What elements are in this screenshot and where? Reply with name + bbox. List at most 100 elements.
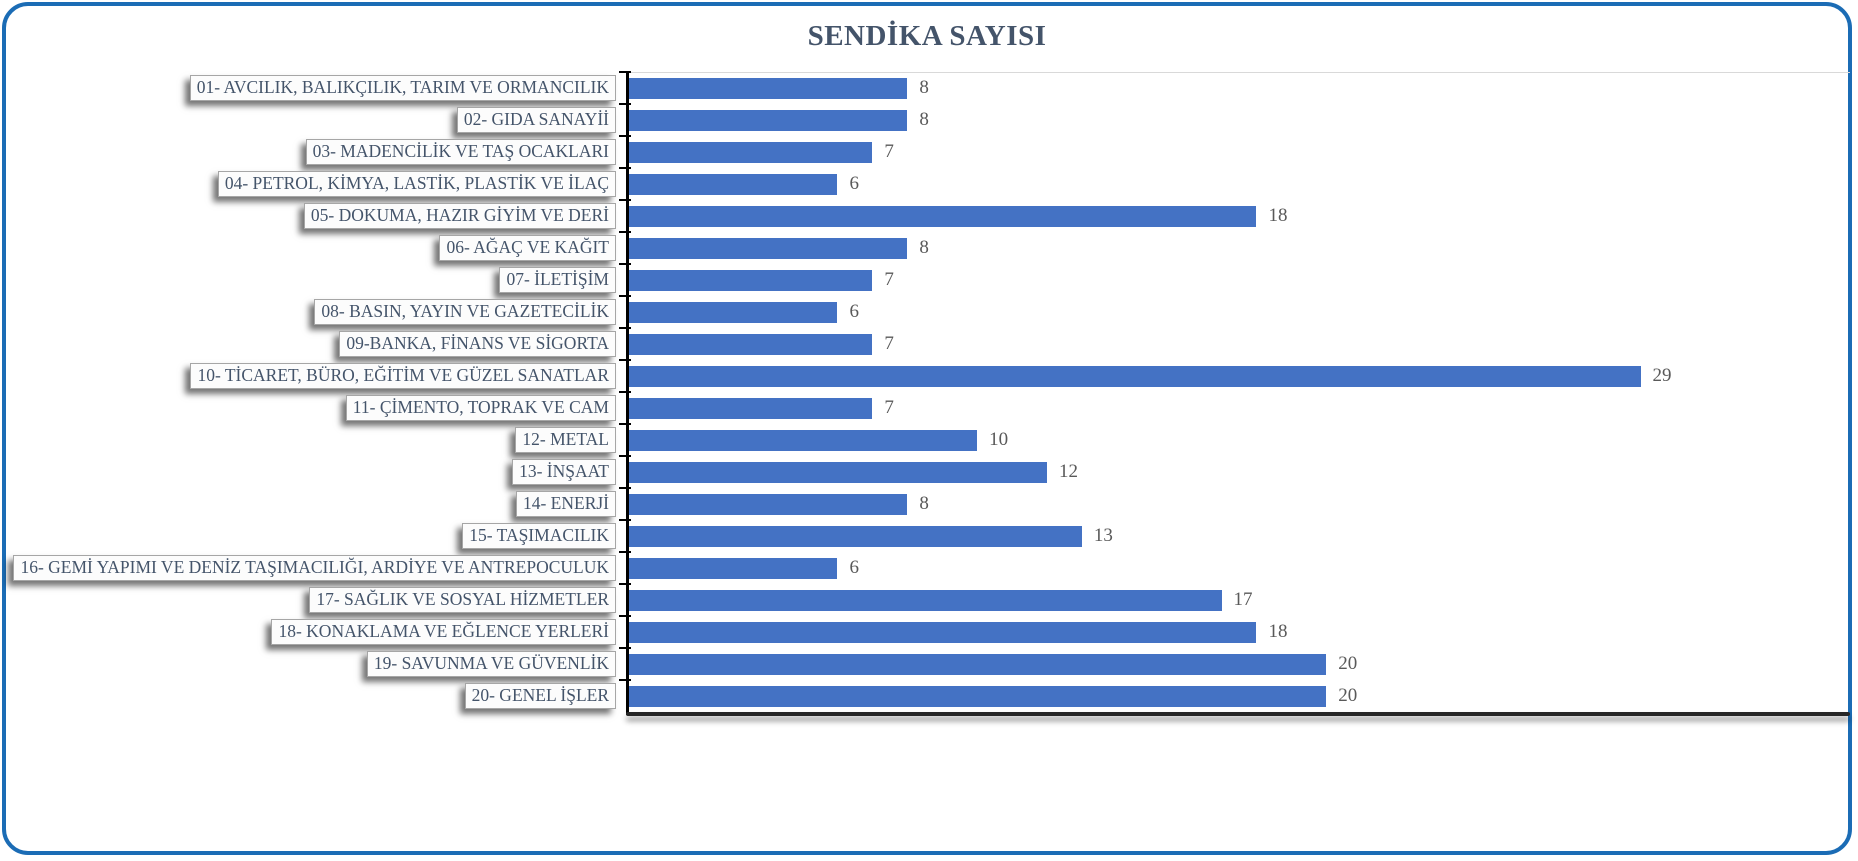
value-label: 18 xyxy=(1268,205,1288,226)
category-label-cell: 16- GEMİ YAPIMI VE DENİZ TAŞIMACILIĞI, A… xyxy=(13,555,628,581)
category-label: 20- GENEL İŞLER xyxy=(464,683,616,709)
category-label: 03- MADENCİLİK VE TAŞ OCAKLARI xyxy=(305,139,616,165)
chart-row: 17- SAĞLIK VE SOSYAL HİZMETLER 17 xyxy=(20,583,1850,616)
value-label: 7 xyxy=(884,269,894,290)
category-label-cell: 18- KONAKLAMA VE EĞLENCE YERLERİ xyxy=(20,619,628,645)
axis-tick xyxy=(619,391,631,393)
category-label-cell: 11- ÇİMENTO, TOPRAK VE CAM xyxy=(20,395,628,421)
plot-cell: 8 xyxy=(619,103,1850,136)
chart-row: 09-BANKA, FİNANS VE SİGORTA 7 xyxy=(20,327,1850,360)
value-label: 18 xyxy=(1268,621,1288,642)
axis-tick xyxy=(619,647,631,649)
chart-row: 18- KONAKLAMA VE EĞLENCE YERLERİ 18 xyxy=(20,615,1850,648)
category-label: 10- TİCARET, BÜRO, EĞİTİM VE GÜZEL SANAT… xyxy=(190,363,616,389)
chart-row: 08- BASIN, YAYIN VE GAZETECİLİK 6 xyxy=(20,295,1850,328)
category-label-cell: 15- TAŞIMACILIK xyxy=(20,523,628,549)
value-label: 8 xyxy=(919,109,929,130)
category-label-cell: 03- MADENCİLİK VE TAŞ OCAKLARI xyxy=(20,139,628,165)
bar xyxy=(628,621,1257,643)
plot-cell: 18 xyxy=(619,199,1850,232)
bar xyxy=(628,333,873,355)
category-label-cell: 19- SAVUNMA VE GÜVENLİK xyxy=(20,651,628,677)
chart-rows: 01- AVCILIK, BALIKÇILIK, TARIM VE ORMANC… xyxy=(13,71,1850,712)
chart-row: 20- GENEL İŞLER 20 xyxy=(20,679,1850,712)
plot-cell: 6 xyxy=(619,295,1850,328)
plot-cell: 20 xyxy=(619,679,1850,712)
axis-tick xyxy=(619,359,631,361)
axis-tick xyxy=(619,487,631,489)
category-label: 07- İLETİŞİM xyxy=(499,267,616,293)
chart-row: 10- TİCARET, BÜRO, EĞİTİM VE GÜZEL SANAT… xyxy=(20,359,1850,392)
category-label-cell: 14- ENERJİ xyxy=(20,491,628,517)
chart-row: 12- METAL 10 xyxy=(20,423,1850,456)
category-label-cell: 20- GENEL İŞLER xyxy=(20,683,628,709)
axis-tick xyxy=(619,455,631,457)
value-label: 7 xyxy=(884,333,894,354)
chart-row: 01- AVCILIK, BALIKÇILIK, TARIM VE ORMANC… xyxy=(20,71,1850,104)
bar xyxy=(628,653,1327,675)
category-label-cell: 13- İNŞAAT xyxy=(20,459,628,485)
plot-cell: 8 xyxy=(619,71,1850,104)
plot-cell: 20 xyxy=(619,647,1850,680)
chart-row: 06- AĞAÇ VE KAĞIT 8 xyxy=(20,231,1850,264)
chart-row: 11- ÇİMENTO, TOPRAK VE CAM 7 xyxy=(20,391,1850,424)
category-label-cell: 09-BANKA, FİNANS VE SİGORTA xyxy=(20,331,628,357)
bar xyxy=(628,685,1327,707)
value-label: 17 xyxy=(1233,589,1253,610)
category-label-cell: 06- AĞAÇ VE KAĞIT xyxy=(20,235,628,261)
plot-cell: 7 xyxy=(619,327,1850,360)
value-label: 29 xyxy=(1652,365,1672,386)
value-label: 8 xyxy=(919,237,929,258)
plot-cell: 6 xyxy=(619,167,1850,200)
category-label: 12- METAL xyxy=(515,427,616,453)
axis-tick xyxy=(619,167,631,169)
axis-tick xyxy=(619,135,631,137)
plot-cell: 17 xyxy=(619,583,1850,616)
plot-cell: 10 xyxy=(619,423,1850,456)
bar xyxy=(628,461,1047,483)
axis-tick xyxy=(619,423,631,425)
category-label-cell: 17- SAĞLIK VE SOSYAL HİZMETLER xyxy=(20,587,628,613)
plot-cell: 7 xyxy=(619,135,1850,168)
category-label-cell: 05- DOKUMA, HAZIR GİYİM VE DERİ xyxy=(20,203,628,229)
bar xyxy=(628,237,908,259)
chart-row: 07- İLETİŞİM 7 xyxy=(20,263,1850,296)
bar xyxy=(628,397,873,419)
bar xyxy=(628,141,873,163)
axis-tick xyxy=(619,71,631,73)
chart-row: 02- GIDA SANAYİİ 8 xyxy=(20,103,1850,136)
bar xyxy=(628,365,1641,387)
value-label: 20 xyxy=(1338,685,1358,706)
category-label-cell: 07- İLETİŞİM xyxy=(20,267,628,293)
axis-tick xyxy=(619,263,631,265)
category-label: 09-BANKA, FİNANS VE SİGORTA xyxy=(339,331,616,357)
value-label: 7 xyxy=(884,141,894,162)
axis-tick xyxy=(619,615,631,617)
chart-row: 14- ENERJİ 8 xyxy=(20,487,1850,520)
bar xyxy=(628,269,873,291)
plot-cell: 8 xyxy=(619,231,1850,264)
axis-tick xyxy=(619,519,631,521)
category-label: 04- PETROL, KİMYA, LASTİK, PLASTİK VE İL… xyxy=(217,171,616,197)
category-label: 14- ENERJİ xyxy=(515,491,616,517)
plot-cell: 13 xyxy=(619,519,1850,552)
bar xyxy=(628,493,908,515)
bar xyxy=(628,429,978,451)
category-label: 17- SAĞLIK VE SOSYAL HİZMETLER xyxy=(309,587,616,613)
category-label: 19- SAVUNMA VE GÜVENLİK xyxy=(366,651,616,677)
chart-title: SENDİKA SAYISI xyxy=(807,20,1047,52)
axis-tick xyxy=(619,199,631,201)
axis-tick xyxy=(619,583,631,585)
axis-tick xyxy=(619,551,631,553)
category-label-cell: 04- PETROL, KİMYA, LASTİK, PLASTİK VE İL… xyxy=(20,171,628,197)
value-label: 20 xyxy=(1338,653,1358,674)
bar xyxy=(628,589,1222,611)
plot-cell: 8 xyxy=(619,487,1850,520)
category-label: 16- GEMİ YAPIMI VE DENİZ TAŞIMACILIĞI, A… xyxy=(13,555,616,581)
category-label: 11- ÇİMENTO, TOPRAK VE CAM xyxy=(345,395,616,421)
category-label: 15- TAŞIMACILIK xyxy=(462,523,616,549)
chart-row: 19- SAVUNMA VE GÜVENLİK 20 xyxy=(20,647,1850,680)
bar xyxy=(628,109,908,131)
category-label-cell: 10- TİCARET, BÜRO, EĞİTİM VE GÜZEL SANAT… xyxy=(20,363,628,389)
chart-row: 16- GEMİ YAPIMI VE DENİZ TAŞIMACILIĞI, A… xyxy=(13,551,1850,584)
